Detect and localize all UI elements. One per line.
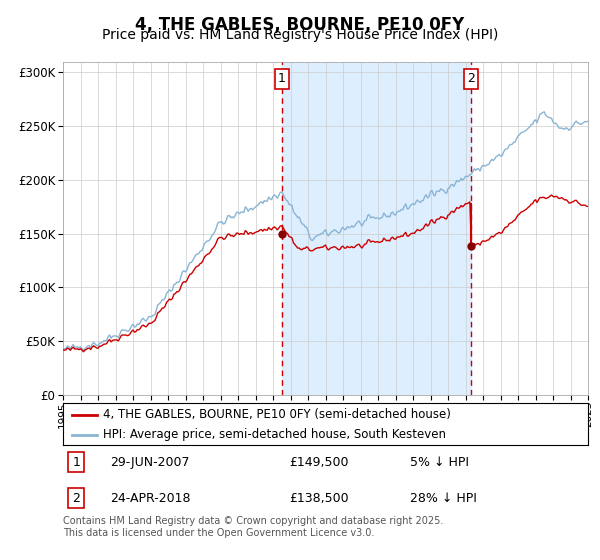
Text: Price paid vs. HM Land Registry's House Price Index (HPI): Price paid vs. HM Land Registry's House … — [102, 28, 498, 42]
Text: HPI: Average price, semi-detached house, South Kesteven: HPI: Average price, semi-detached house,… — [103, 428, 446, 441]
Bar — [281, 62, 471, 395]
Text: 29-JUN-2007: 29-JUN-2007 — [110, 456, 190, 469]
Text: Contains HM Land Registry data © Crown copyright and database right 2025.
This d: Contains HM Land Registry data © Crown c… — [63, 516, 443, 538]
Text: 24-APR-2018: 24-APR-2018 — [110, 492, 191, 505]
Text: £138,500: £138,500 — [289, 492, 349, 505]
Text: 1: 1 — [72, 456, 80, 469]
Text: 2: 2 — [72, 492, 80, 505]
Text: £149,500: £149,500 — [289, 456, 348, 469]
Text: 28% ↓ HPI: 28% ↓ HPI — [409, 492, 476, 505]
Text: 4, THE GABLES, BOURNE, PE10 0FY (semi-detached house): 4, THE GABLES, BOURNE, PE10 0FY (semi-de… — [103, 408, 451, 422]
Text: 4, THE GABLES, BOURNE, PE10 0FY: 4, THE GABLES, BOURNE, PE10 0FY — [136, 16, 464, 34]
Text: 1: 1 — [278, 72, 286, 86]
Text: 2: 2 — [467, 72, 475, 86]
Text: 5% ↓ HPI: 5% ↓ HPI — [409, 456, 469, 469]
